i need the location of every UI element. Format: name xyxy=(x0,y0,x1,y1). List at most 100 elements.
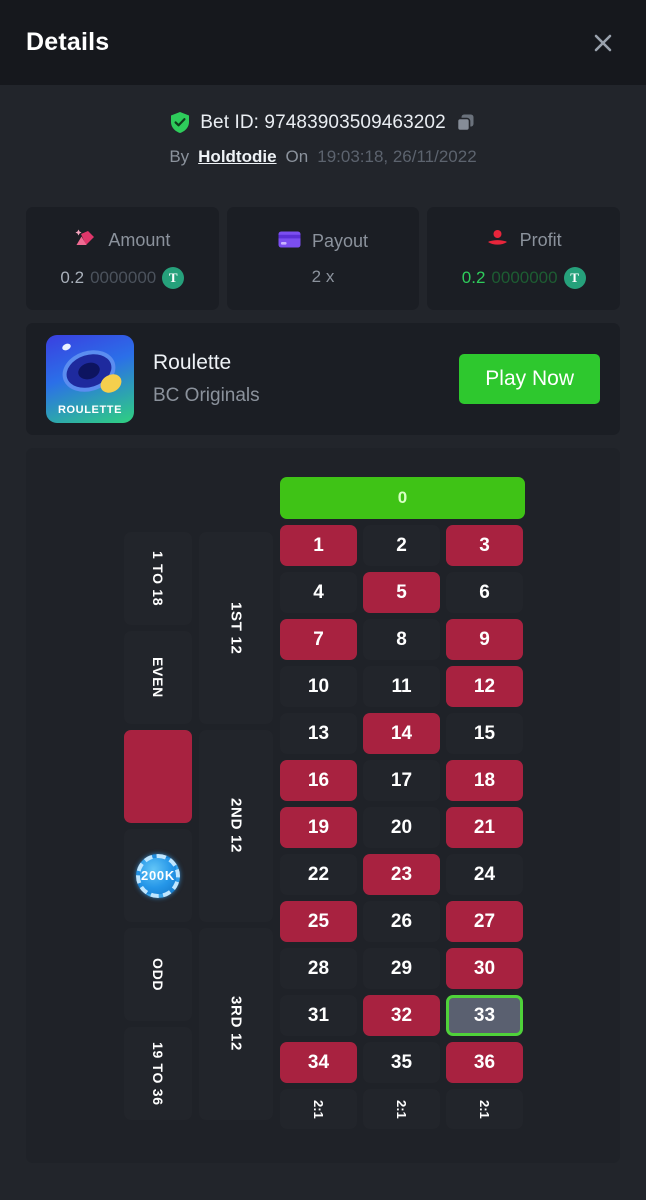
number-cell-9[interactable]: 9 xyxy=(446,619,523,660)
amount-value-dim: 0000000 xyxy=(90,268,157,287)
card-icon xyxy=(278,231,301,253)
number-cell-24[interactable]: 24 xyxy=(446,854,523,895)
number-cell-4[interactable]: 4 xyxy=(280,572,357,613)
stat-card-payout: Payout 2 x xyxy=(226,207,420,310)
number-cell-35[interactable]: 35 xyxy=(363,1042,440,1083)
number-cell-1[interactable]: 1 xyxy=(280,525,357,566)
close-icon[interactable] xyxy=(586,26,620,60)
outside-bet-19-to-36[interactable]: 19 TO 36 xyxy=(124,1027,192,1120)
outside-bet-even[interactable]: EVEN xyxy=(124,631,192,724)
number-cell-32[interactable]: 32 xyxy=(363,995,440,1036)
number-cell-15[interactable]: 15 xyxy=(446,713,523,754)
stats-row: Amount 0.2 0000000 T Payout xyxy=(26,207,621,310)
number-cell-8[interactable]: 8 xyxy=(363,619,440,660)
on-label: On xyxy=(285,147,309,166)
dozen-bet-2nd-12[interactable]: 2ND 12 xyxy=(199,730,273,922)
number-cell-0[interactable]: 0 xyxy=(280,477,525,519)
modal-body: , Bet ID: 97483903509463202 By Holdtodie… xyxy=(0,85,646,1163)
number-cell-7[interactable]: 7 xyxy=(280,619,357,660)
number-cell-22[interactable]: 22 xyxy=(280,854,357,895)
game-meta: Roulette BC Originals xyxy=(153,351,440,407)
number-cell-5[interactable]: 5 xyxy=(363,572,440,613)
stat-label-amount: Amount xyxy=(108,230,171,250)
modal-header: Details xyxy=(0,0,646,85)
number-cell-28[interactable]: 28 xyxy=(280,948,357,989)
zero-row: 0 xyxy=(280,477,525,519)
bet-author-line: By Holdtodie On 19:03:18, 26/11/2022 xyxy=(26,147,620,167)
gem-icon xyxy=(74,228,97,253)
profit-value-dim: 0000000 xyxy=(491,267,558,287)
numbers-grid: 1 2 3 4 5 6 7 8 9 10 11 12 13 14 15 16 17 18 19 20 21 22 23 24 2… xyxy=(280,525,525,1083)
game-name: Roulette xyxy=(153,351,232,374)
number-cell-13[interactable]: 13 xyxy=(280,713,357,754)
number-cell-12[interactable]: 12 xyxy=(446,666,523,707)
stat-label-payout: Payout xyxy=(311,231,369,251)
number-cell-27[interactable]: 27 xyxy=(446,901,523,942)
number-cell-30[interactable]: 30 xyxy=(446,948,523,989)
number-cell-19[interactable]: 19 xyxy=(280,807,357,848)
play-now-button[interactable]: Play Now xyxy=(459,354,600,404)
page-title: Details xyxy=(26,28,110,56)
outside-bet-1-to-18[interactable]: 1 TO 18 xyxy=(124,532,192,625)
verified-shield-icon xyxy=(169,111,191,134)
bet-id-row: Bet ID: 97483903509463202 xyxy=(26,85,620,134)
number-cell-26[interactable]: 26 xyxy=(363,901,440,942)
column-bet-3[interactable]: 2:1 xyxy=(446,1089,523,1129)
profit-value-bright: 0.2 xyxy=(461,267,486,287)
stat-value-payout: 2 x xyxy=(312,267,335,287)
profit-hand-icon xyxy=(486,229,509,253)
dozens-column: 1ST 12 2ND 12 3RD 12 xyxy=(199,477,273,1129)
number-cell-34[interactable]: 34 xyxy=(280,1042,357,1083)
number-cell-23[interactable]: 23 xyxy=(363,854,440,895)
stat-head-payout: Payout xyxy=(278,231,368,253)
number-cell-3[interactable]: 3 xyxy=(446,525,523,566)
bet-id-text: Bet ID: 97483903509463202 xyxy=(200,111,446,133)
number-cell-17[interactable]: 17 xyxy=(363,760,440,801)
number-cell-16[interactable]: 16 xyxy=(280,760,357,801)
number-cell-36[interactable]: 36 xyxy=(446,1042,523,1083)
dozen-bet-1st-12[interactable]: 1ST 12 xyxy=(199,532,273,724)
game-provider: BC Originals xyxy=(153,385,260,406)
number-cell-18[interactable]: 18 xyxy=(446,760,523,801)
outside-bet-black[interactable]: 200K xyxy=(124,829,192,922)
stat-head-amount: Amount xyxy=(74,228,170,253)
number-cell-14[interactable]: 14 xyxy=(363,713,440,754)
stat-card-amount: Amount 0.2 0000000 T xyxy=(26,207,219,310)
number-cell-2[interactable]: 2 xyxy=(363,525,440,566)
amount-value-bright: 0.2 xyxy=(60,268,85,287)
number-cell-31[interactable]: 31 xyxy=(280,995,357,1036)
game-thumbnail[interactable]: ROULETTE xyxy=(46,335,134,423)
outside-bet-odd[interactable]: ODD xyxy=(124,928,192,1021)
number-cell-21[interactable]: 21 xyxy=(446,807,523,848)
payout-value: 2 x xyxy=(311,266,335,286)
outside-bets-column: 1 TO 18 EVEN 200K ODD 19 TO 36 xyxy=(124,477,192,1129)
roulette-board: 1 TO 18 EVEN 200K ODD 19 TO 36 1ST 12 2N… xyxy=(124,477,525,1129)
usdt-icon: T xyxy=(162,267,185,289)
game-card: ROULETTE Roulette BC Originals Play Now xyxy=(26,323,620,435)
number-cell-20[interactable]: 20 xyxy=(363,807,440,848)
stat-card-profit: Profit 0.2 0000000 T xyxy=(427,207,621,310)
number-cell-10[interactable]: 10 xyxy=(280,666,357,707)
number-cell-29[interactable]: 29 xyxy=(363,948,440,989)
bet-timestamp: 19:03:18, 26/11/2022 xyxy=(317,147,477,166)
clipped-text-fragment: , xyxy=(614,89,618,97)
number-cell-25[interactable]: 25 xyxy=(280,901,357,942)
by-label: By xyxy=(169,147,190,166)
stat-label-profit: Profit xyxy=(519,230,562,250)
bet-chip-200k: 200K xyxy=(136,853,180,898)
dozen-bet-3rd-12[interactable]: 3RD 12 xyxy=(199,928,273,1120)
wheel-ball-icon xyxy=(61,342,72,352)
column-bets-row: 2:1 2:1 2:1 xyxy=(280,1089,525,1129)
column-bet-1[interactable]: 2:1 xyxy=(280,1089,357,1129)
number-cell-11[interactable]: 11 xyxy=(363,666,440,707)
number-cell-33[interactable]: 33 xyxy=(446,995,523,1036)
username-link[interactable]: Holdtodie xyxy=(198,147,277,166)
number-cell-6[interactable]: 6 xyxy=(446,572,523,613)
copy-icon[interactable] xyxy=(455,112,477,134)
column-bet-2[interactable]: 2:1 xyxy=(363,1089,440,1129)
outside-bet-red[interactable] xyxy=(124,730,192,823)
stat-value-profit: 0.2 0000000 T xyxy=(461,266,586,289)
usdt-icon: T xyxy=(563,266,586,289)
stat-head-profit: Profit xyxy=(486,229,562,253)
